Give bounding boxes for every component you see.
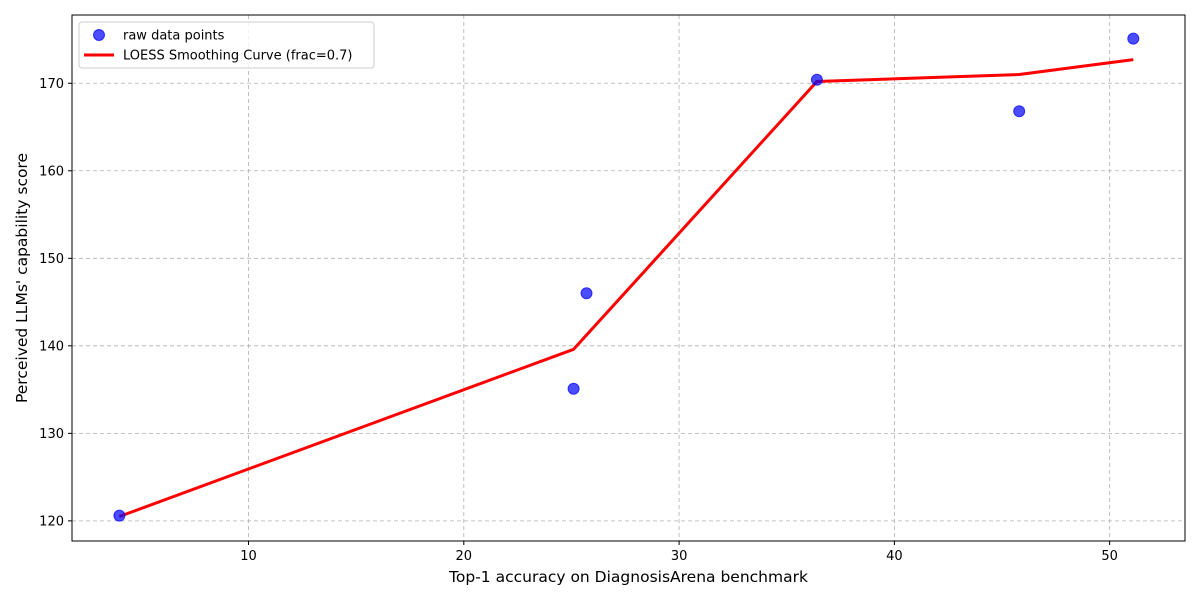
y-tick-label: 150 bbox=[39, 252, 64, 267]
x-tick-label: 10 bbox=[240, 549, 257, 564]
legend-box bbox=[78, 21, 375, 69]
x-tick-label: 30 bbox=[671, 549, 688, 564]
scatter-point bbox=[580, 287, 593, 300]
legend: raw data points LOESS Smoothing Curve (f… bbox=[78, 21, 375, 69]
plot-frame bbox=[71, 14, 1186, 542]
y-tick-label: 130 bbox=[39, 427, 64, 442]
legend-marker-raw-data-points bbox=[93, 29, 105, 41]
scatter-point bbox=[1013, 105, 1026, 118]
y-axis-label: Perceived LLMs' capability score bbox=[13, 153, 31, 403]
scatter-point bbox=[567, 382, 580, 395]
y-tick-label: 160 bbox=[39, 164, 64, 179]
legend-label-raw-data-points: raw data points bbox=[123, 29, 225, 44]
x-tick-label: 20 bbox=[456, 549, 473, 564]
x-tick-label: 50 bbox=[1101, 549, 1118, 564]
scatter-point bbox=[1127, 32, 1140, 45]
legend-label-loess-curve: LOESS Smoothing Curve (frac=0.7) bbox=[123, 49, 353, 64]
y-tick-label: 140 bbox=[39, 339, 64, 354]
x-axis-label: Top-1 accuracy on DiagnosisArena benchma… bbox=[448, 568, 808, 586]
plot-series bbox=[113, 32, 1140, 522]
scatter-point bbox=[113, 509, 126, 522]
x-tick-label: 40 bbox=[886, 549, 903, 564]
y-tick-label: 120 bbox=[39, 514, 64, 529]
y-tick-label: 170 bbox=[39, 77, 64, 92]
axis-ticks: 10 20 30 40 50 120 130 140 150 160 170 bbox=[39, 77, 1118, 564]
grid-lines bbox=[72, 15, 1185, 541]
scatter-point bbox=[810, 73, 823, 86]
